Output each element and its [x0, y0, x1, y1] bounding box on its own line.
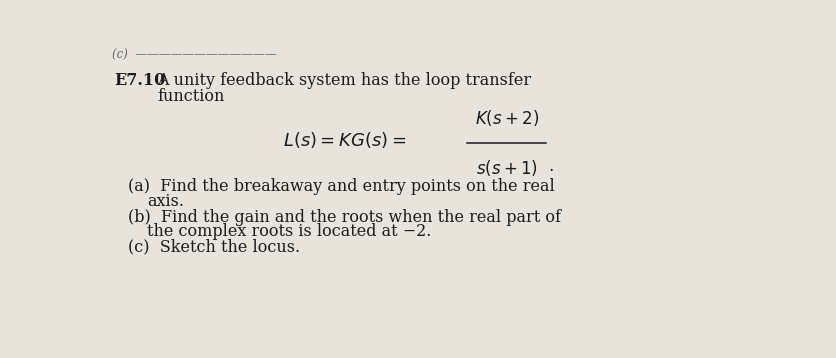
Text: (c)  ————————————: (c) ————————————	[112, 49, 277, 62]
Text: .: .	[548, 159, 553, 175]
Text: the complex roots is located at −2.: the complex roots is located at −2.	[147, 223, 431, 240]
Text: axis.: axis.	[147, 193, 184, 210]
Text: (c)  Sketch the locus.: (c) Sketch the locus.	[128, 238, 300, 256]
Text: (b)  Find the gain and the roots when the real part of: (b) Find the gain and the roots when the…	[128, 208, 561, 226]
Text: $K(s + 2)$: $K(s + 2)$	[475, 108, 538, 128]
Text: function: function	[157, 88, 225, 105]
Text: (a)  Find the breakaway and entry points on the real: (a) Find the breakaway and entry points …	[128, 179, 554, 195]
Text: E7.10: E7.10	[114, 72, 165, 89]
Text: $L(s) = KG(s) = $: $L(s) = KG(s) = $	[283, 130, 406, 150]
Text: A unity feedback system has the loop transfer: A unity feedback system has the loop tra…	[157, 72, 532, 89]
Text: $s(s + 1)$: $s(s + 1)$	[476, 159, 538, 178]
